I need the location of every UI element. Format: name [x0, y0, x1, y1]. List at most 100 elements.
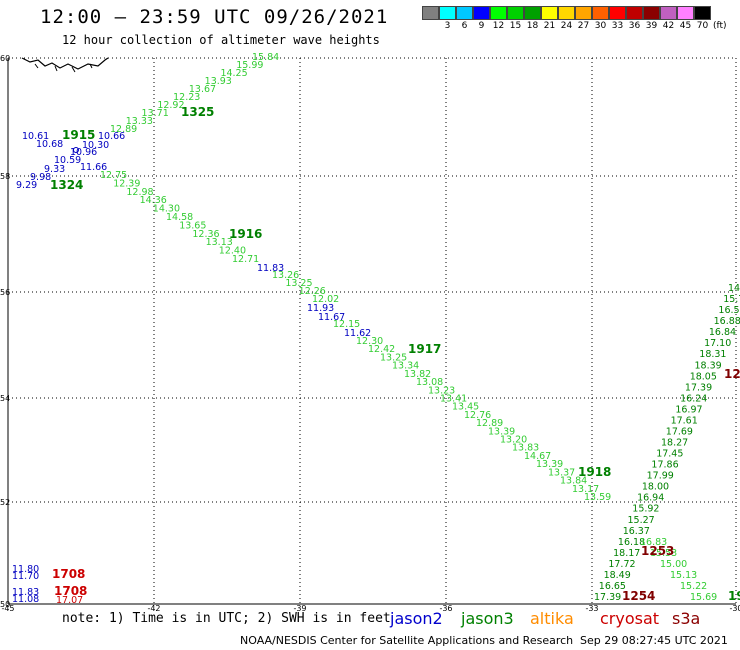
- wave-height-value: 16.24: [680, 393, 707, 404]
- legend-swatch: [592, 6, 609, 20]
- longitude-label: -33: [585, 604, 598, 613]
- longitude-label: -45: [1, 604, 14, 613]
- legend-swatch: [524, 6, 541, 20]
- wave-height-value: 9.98: [30, 172, 51, 183]
- latitude-label: 58: [0, 172, 10, 181]
- legend-label: 45: [679, 21, 692, 31]
- latitude-label: 60: [0, 54, 10, 63]
- wave-height-value: 13.39: [488, 426, 515, 437]
- pass-time-label: 1916: [229, 227, 262, 241]
- legend-swatch: [439, 6, 456, 20]
- wave-height-value: 13.83: [512, 443, 539, 454]
- wave-height-value: 15.22: [680, 581, 707, 592]
- wave-height-value: 10.59: [54, 155, 81, 166]
- legend-label: 3: [444, 21, 451, 31]
- pass-time-label: 1253: [641, 544, 674, 558]
- wave-height-value: 16.18: [618, 537, 645, 548]
- pass-time-label: 19: [728, 589, 740, 603]
- wave-height-value: 11.66: [80, 162, 107, 173]
- legend-label: 39: [645, 21, 658, 31]
- legend-swatch: [677, 6, 694, 20]
- wave-height-value: 12.89: [476, 418, 503, 429]
- wave-height-value: 12.92: [157, 100, 184, 111]
- altimeter-tracks: 15.8415.9914.2513.9313.6712.2312.9213.71…: [12, 52, 740, 606]
- wave-height-value: 12.23: [173, 92, 200, 103]
- legend-label: 30: [594, 21, 607, 31]
- wave-height-value: 13.13: [206, 237, 233, 248]
- wave-height-value: 13.25: [380, 352, 407, 363]
- latitude-label: 50: [0, 600, 10, 609]
- legend-label: 42: [662, 21, 675, 31]
- wave-height-value: 15.27: [628, 515, 655, 526]
- wave-height-value: 11.83: [257, 263, 284, 274]
- legend-labels: 3 6 9 12 15 18 21 24 27 30 33 36 39 42 45 70 (ft): [422, 21, 727, 31]
- wave-height-value: 10.68: [36, 139, 63, 150]
- wave-height-value: 10.61: [22, 131, 49, 142]
- wave-height-value: 18.39: [695, 360, 722, 371]
- legend-swatch: [422, 6, 439, 20]
- wave-height-value: 9.29: [16, 180, 37, 191]
- wave-height-value: 13.33: [126, 116, 153, 127]
- wave-height-value: 15.53: [650, 548, 677, 559]
- wave-height-value: 12.89: [110, 124, 137, 135]
- wave-height-value: 18.27: [661, 438, 688, 449]
- footer-note: note: 1) Time is in UTC; 2) SWH is in fe…: [62, 611, 391, 626]
- wave-height-value: 13.71: [142, 108, 169, 119]
- legend-swatch: [609, 6, 626, 20]
- wave-height-value: 16.97: [675, 404, 702, 415]
- wave-height-value: 12.40: [219, 246, 246, 257]
- legend-label: 33: [611, 21, 624, 31]
- wave-height-value: 14.67: [524, 451, 551, 462]
- wave-height-value: 13.82: [404, 369, 431, 380]
- wave-height-value: 15.13: [670, 570, 697, 581]
- wave-height-value: 12.15: [333, 319, 360, 330]
- pass-time-label: 1915: [62, 128, 95, 142]
- legend-label: 21: [543, 21, 556, 31]
- wave-height-value: 11.67: [318, 312, 345, 323]
- legend-swatch: [490, 6, 507, 20]
- legend-swatch: [541, 6, 558, 20]
- legend-label: 12: [492, 21, 505, 31]
- wave-height-value: 17.69: [666, 426, 693, 437]
- legend-unit: (ft): [713, 21, 727, 31]
- map-title: 12:00 — 23:59 UTC 09/26/2021: [40, 6, 389, 28]
- wave-height-value: 14.58: [166, 212, 193, 223]
- legend-swatches: [422, 6, 727, 20]
- legend-label: 24: [560, 21, 573, 31]
- wave-height-value: 14: [728, 283, 740, 294]
- longitude-label: -39: [293, 604, 306, 613]
- pass-time-label: 1254: [622, 589, 655, 603]
- wave-height-value: 18.17: [613, 548, 640, 559]
- pass-time-label: 1917: [408, 342, 441, 356]
- wave-height-value: 11.83: [12, 587, 39, 598]
- wave-height-value: 12.76: [464, 410, 491, 421]
- longitude-label: -36: [439, 604, 452, 613]
- longitude-label: -42: [147, 604, 160, 613]
- pass-time-label: 1325: [181, 105, 214, 119]
- wave-height-value: 15.00: [660, 559, 687, 570]
- buoy-marker: [73, 147, 79, 153]
- latitude-label: 54: [0, 394, 10, 403]
- wave-height-value: 18.49: [604, 570, 631, 581]
- wave-height-value: 17.45: [656, 449, 683, 460]
- greenland-coast: [21, 57, 109, 73]
- wave-height-value: 10.30: [82, 140, 109, 151]
- wave-height-value: 13.26: [272, 270, 299, 281]
- legend-swatch: [643, 6, 660, 20]
- credit-text: NOAA/NESDIS Center for Satellite Applica…: [240, 634, 574, 647]
- wave-height-value: 11.62: [344, 328, 371, 339]
- pass-time-label: 1708: [52, 567, 85, 581]
- legend-swatch: [694, 6, 711, 20]
- wave-height-value: 13.41: [440, 393, 467, 404]
- map-grid: [7, 57, 737, 605]
- wave-height-value: 12.71: [232, 254, 259, 265]
- wave-height-value: 15.69: [690, 592, 717, 603]
- wave-height-value: 11.93: [307, 303, 334, 314]
- legend-label: 9: [478, 21, 485, 31]
- legend-label: 6: [461, 21, 468, 31]
- wave-height-value: 17.61: [671, 415, 698, 426]
- satellite-s3a: s3a: [672, 609, 701, 628]
- wave-height-value: 14.36: [140, 195, 167, 206]
- wave-height-value: 12.42: [368, 344, 395, 355]
- wave-height-value: 11.08: [12, 594, 39, 605]
